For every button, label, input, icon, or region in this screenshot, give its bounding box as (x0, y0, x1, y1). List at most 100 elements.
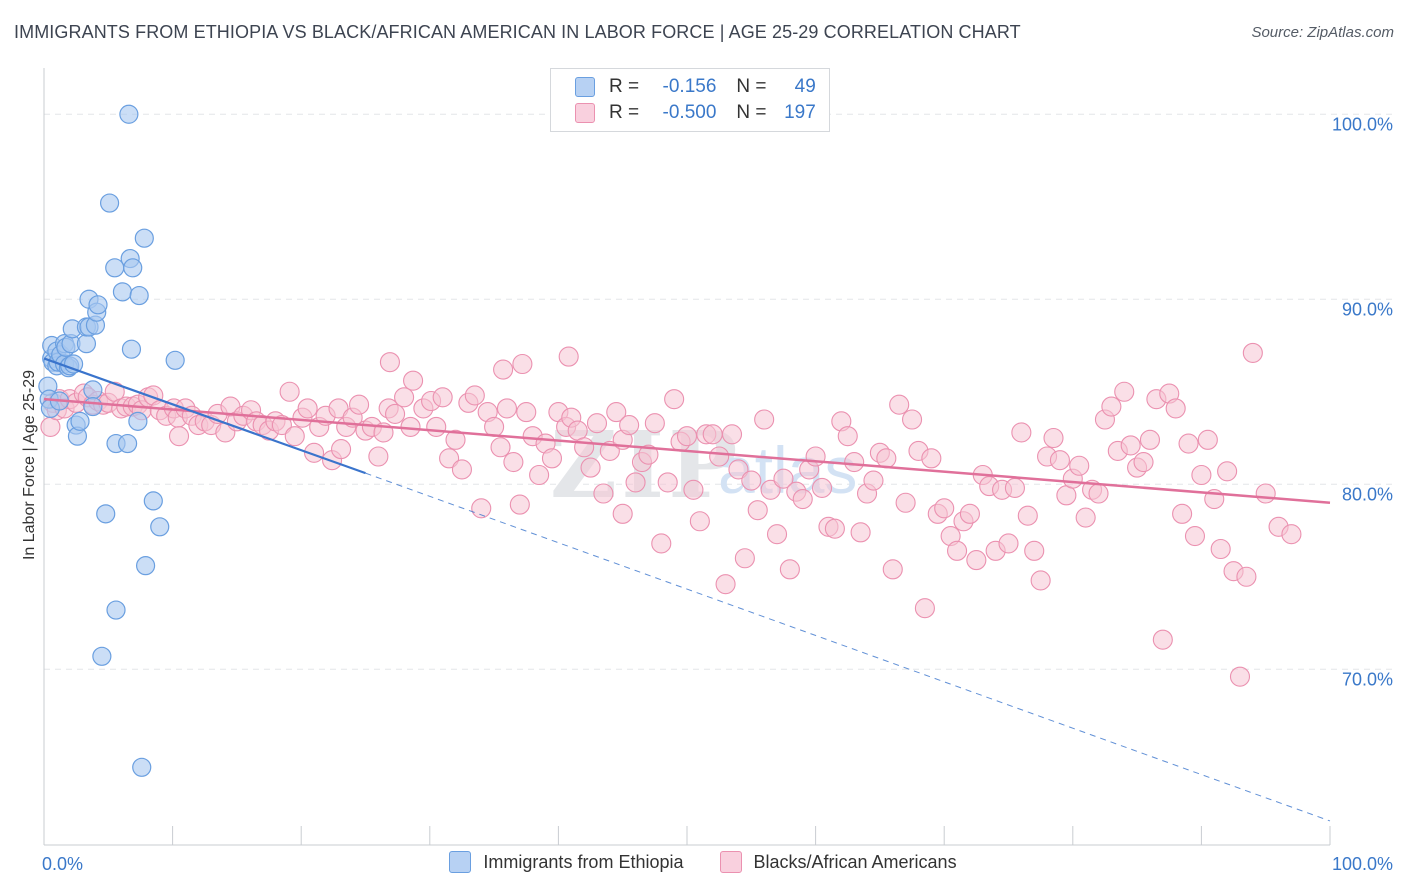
legend-r-value: -0.500 (662, 102, 717, 123)
data-point-blacks (702, 424, 723, 445)
data-point-blacks (734, 548, 755, 569)
data-point-blacks (529, 464, 550, 486)
data-point-blacks (516, 402, 537, 423)
data-point-blacks (496, 398, 518, 419)
data-point-blacks (1255, 483, 1276, 504)
data-point-blacks (451, 459, 473, 480)
data-point-blacks (747, 500, 768, 521)
data-point-blacks (606, 402, 627, 423)
data-point-blacks (638, 444, 659, 465)
data-point-blacks (914, 598, 935, 619)
data-point-blacks (1197, 429, 1218, 450)
data-point-blacks (837, 426, 858, 447)
x-tick-label: 0.0% (42, 854, 83, 874)
data-point-blacks (863, 470, 884, 491)
data-point-blacks (1101, 396, 1122, 417)
data-point-blacks (1120, 435, 1141, 456)
legend-row-ethiopia: R = -0.156 N = 49 (575, 74, 816, 100)
data-point-blacks (379, 352, 400, 373)
data-point-blacks (1172, 503, 1193, 524)
data-point-blacks (439, 448, 460, 469)
y-tick-label: 100.0% (1332, 114, 1393, 134)
data-point-ethiopia (135, 556, 156, 576)
data-point-blacks (403, 370, 424, 391)
data-point-blacks (509, 494, 530, 515)
data-point-blacks (966, 550, 987, 571)
data-point-blacks (901, 409, 923, 430)
source-note: Source: ZipAtlas.com (1251, 24, 1394, 41)
data-point-blacks (895, 492, 916, 513)
data-point-ethiopia (121, 339, 142, 359)
data-point-blacks (574, 437, 595, 458)
legend-item-ethiopia: Immigrants from Ethiopia (449, 851, 684, 873)
data-point-ethiopia (143, 491, 163, 511)
data-point-blacks (541, 448, 563, 469)
data-point-blacks (1281, 524, 1302, 545)
data-point-blacks (741, 470, 762, 491)
data-point-blacks (998, 533, 1019, 554)
data-point-blacks (445, 429, 466, 450)
data-point-blacks (297, 398, 318, 419)
data-point-blacks (1210, 538, 1231, 560)
data-point-ethiopia (112, 282, 133, 302)
data-point-blacks (1165, 398, 1186, 419)
data-point-blacks (284, 426, 305, 447)
correlation-legend: R = -0.156 N = 49 R = -0.500 N = 197 (550, 68, 830, 132)
data-point-blacks (1030, 570, 1051, 591)
legend-n-value: 49 (794, 76, 816, 97)
data-point-blacks (493, 359, 514, 380)
data-point-ethiopia (132, 757, 152, 777)
data-point-blacks (426, 416, 447, 437)
legend-n-value: 197 (784, 102, 816, 123)
data-point-blacks (766, 524, 788, 545)
trend-line-blacks (43, 397, 1331, 504)
legend-swatch-blue (449, 851, 472, 873)
data-point-blacks (676, 426, 698, 447)
data-point-ethiopia (123, 258, 143, 278)
data-point-blacks (593, 483, 614, 504)
data-point-blacks (689, 511, 710, 532)
data-point-blacks (1049, 450, 1070, 471)
legend-n-label: N = (736, 102, 767, 123)
axes (43, 68, 1331, 846)
data-point-blacks (490, 437, 511, 458)
data-point-ethiopia (88, 295, 108, 315)
data-point-ethiopia (165, 350, 185, 370)
data-point-blacks (484, 416, 505, 437)
data-point-blacks (580, 457, 601, 478)
data-point-blacks (612, 503, 633, 524)
data-point-blacks (683, 479, 704, 500)
data-point-blacks (934, 498, 955, 519)
grid-lines (44, 113, 1395, 670)
legend-r-label: R = (609, 102, 640, 123)
data-point-blacks (844, 451, 865, 473)
data-point-ethiopia (76, 334, 97, 354)
data-point-blacks (760, 479, 781, 500)
data-point-blacks (625, 472, 646, 493)
data-point-blacks (721, 424, 743, 445)
legend-swatch-blue (575, 77, 595, 97)
data-point-ethiopia (129, 285, 149, 306)
data-point-blacks (850, 522, 871, 543)
data-point-blacks (779, 559, 800, 580)
legend-item-blacks: Blacks/African Americans (719, 851, 957, 873)
data-point-blacks (1075, 507, 1096, 528)
data-point-blacks (471, 498, 492, 519)
data-point-blacks (644, 413, 665, 434)
data-point-blacks (811, 477, 833, 499)
data-point-ethiopia (119, 104, 139, 124)
data-point-blacks (394, 387, 415, 408)
trend-line-ethiopia (43, 357, 366, 475)
data-point-blacks (558, 346, 579, 367)
data-point-blacks (1242, 342, 1263, 363)
data-point-blacks (882, 559, 903, 580)
data-point-blacks (773, 468, 794, 489)
data-point-blacks (709, 446, 730, 467)
x-tick-label: 100.0% (1332, 854, 1393, 874)
data-point-blacks (959, 503, 980, 524)
data-point-blacks (464, 385, 485, 406)
legend-swatch-pink (719, 851, 742, 873)
legend-swatch-pink (575, 103, 595, 123)
data-point-blacks (1017, 505, 1038, 526)
